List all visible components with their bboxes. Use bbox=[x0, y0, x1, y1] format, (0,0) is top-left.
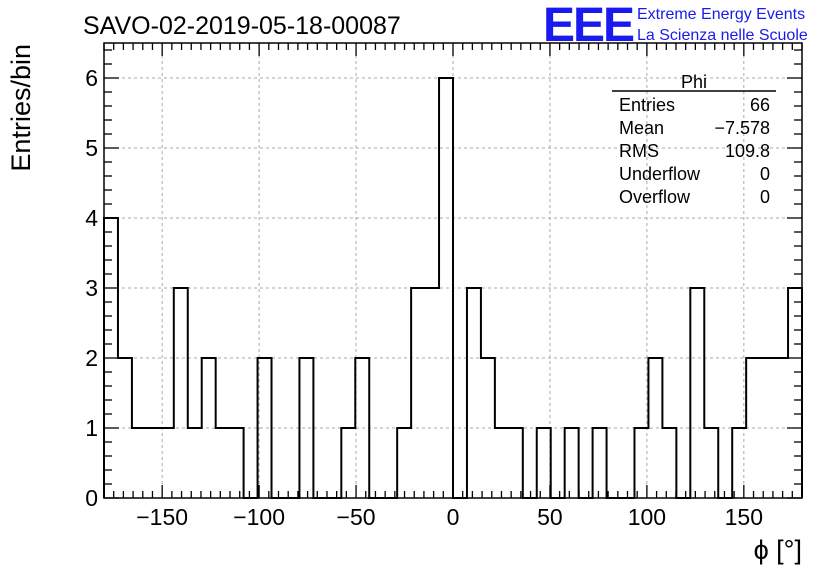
histogram-bin bbox=[230, 428, 244, 498]
chart-title: SAVO-02-2019-05-18-00087 bbox=[83, 12, 401, 40]
x-tick-label: 150 bbox=[725, 504, 763, 530]
histogram-bin bbox=[146, 428, 160, 498]
histogram-bin bbox=[704, 428, 718, 498]
histogram-bin bbox=[174, 288, 188, 498]
stats-row-value: 0 bbox=[760, 164, 770, 184]
histogram-bin bbox=[537, 428, 551, 498]
eee-logo: EEE Extreme Energy Events La Scienza nel… bbox=[543, 0, 808, 52]
histogram-bin bbox=[425, 288, 439, 498]
stats-row: Underflow 0 bbox=[619, 164, 770, 184]
stats-row-label: Underflow bbox=[619, 164, 701, 184]
histogram-bin bbox=[258, 358, 272, 498]
y-tick-label: 6 bbox=[85, 65, 98, 91]
y-tick-label: 0 bbox=[85, 485, 98, 511]
histogram-bin bbox=[299, 358, 313, 498]
histogram-bin bbox=[788, 288, 802, 498]
x-tick-label: 50 bbox=[537, 504, 563, 530]
x-axis-label: ϕ [°] bbox=[754, 535, 802, 565]
eee-logo-line1: Extreme Energy Events bbox=[637, 6, 805, 23]
y-tick-labels: 0 1 2 3 4 5 6 bbox=[85, 65, 98, 511]
stats-box: Phi Entries 66 Mean −7.578 RMS 109.8 Underflow… bbox=[612, 72, 776, 207]
stats-row-label: Mean bbox=[619, 118, 664, 138]
stats-row-value: −7.578 bbox=[714, 118, 770, 138]
histogram-bin bbox=[467, 288, 481, 498]
histogram-bin bbox=[132, 428, 146, 498]
histogram-bin bbox=[341, 428, 355, 498]
stats-row-value: 66 bbox=[750, 95, 770, 115]
x-tick-label: 0 bbox=[447, 504, 460, 530]
stats-row-value: 109.8 bbox=[725, 141, 770, 161]
stats-row-label: Overflow bbox=[619, 187, 691, 207]
y-tick-label: 5 bbox=[85, 135, 98, 161]
stats-row: RMS 109.8 bbox=[619, 141, 770, 161]
eee-logo-line2: La Scienza nelle Scuole bbox=[637, 27, 808, 44]
y-tick-label: 4 bbox=[85, 205, 98, 231]
stats-row-label: RMS bbox=[619, 141, 659, 161]
histogram-bin bbox=[509, 428, 523, 498]
x-tick-label: 100 bbox=[628, 504, 666, 530]
x-tick-labels: −150 −100 −50 0 50 100 150 bbox=[136, 504, 763, 530]
stats-row: Mean −7.578 bbox=[619, 118, 770, 138]
x-tick-label: −50 bbox=[337, 504, 376, 530]
histogram-bin bbox=[662, 428, 676, 498]
histogram-bin bbox=[188, 428, 202, 498]
stats-title: Phi bbox=[681, 72, 707, 92]
histogram-bin bbox=[397, 428, 411, 498]
stats-row: Overflow 0 bbox=[619, 187, 770, 207]
y-axis-label: Entries/bin bbox=[6, 44, 36, 172]
y-tick-label: 2 bbox=[85, 345, 98, 371]
axis-ticks bbox=[103, 43, 803, 499]
histogram-bin bbox=[690, 288, 704, 498]
stats-row-value: 0 bbox=[760, 187, 770, 207]
stats-row: Entries 66 bbox=[619, 95, 770, 115]
stats-row-label: Entries bbox=[619, 95, 675, 115]
x-tick-label: −150 bbox=[136, 504, 188, 530]
histogram-bin bbox=[411, 288, 425, 498]
histogram-bin bbox=[593, 428, 607, 498]
histogram-bin bbox=[495, 428, 509, 498]
y-tick-label: 3 bbox=[85, 275, 98, 301]
y-tick-label: 1 bbox=[85, 415, 98, 441]
histogram-bin bbox=[565, 428, 579, 498]
histogram-bin bbox=[216, 428, 230, 498]
x-tick-label: −100 bbox=[233, 504, 285, 530]
